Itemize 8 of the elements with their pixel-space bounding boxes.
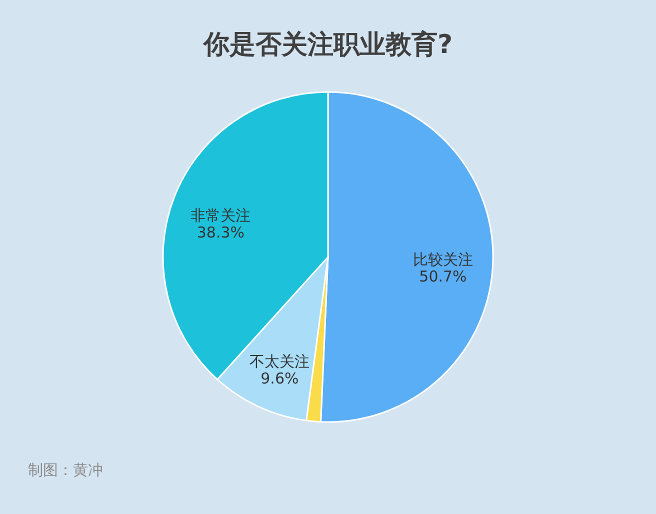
data-label: 38.3% <box>196 224 245 242</box>
text: 制图：黄冲 <box>28 461 103 479</box>
slice-label: 不太关注 <box>250 352 310 370</box>
data-label: 9.6% <box>260 369 299 388</box>
chart-title: 你是否关注职业教育? <box>202 29 453 60</box>
slice-label: 非常关注 <box>190 206 251 225</box>
slice-label: 比较关注 <box>412 250 473 269</box>
data-label: 50.7% <box>419 268 467 286</box>
